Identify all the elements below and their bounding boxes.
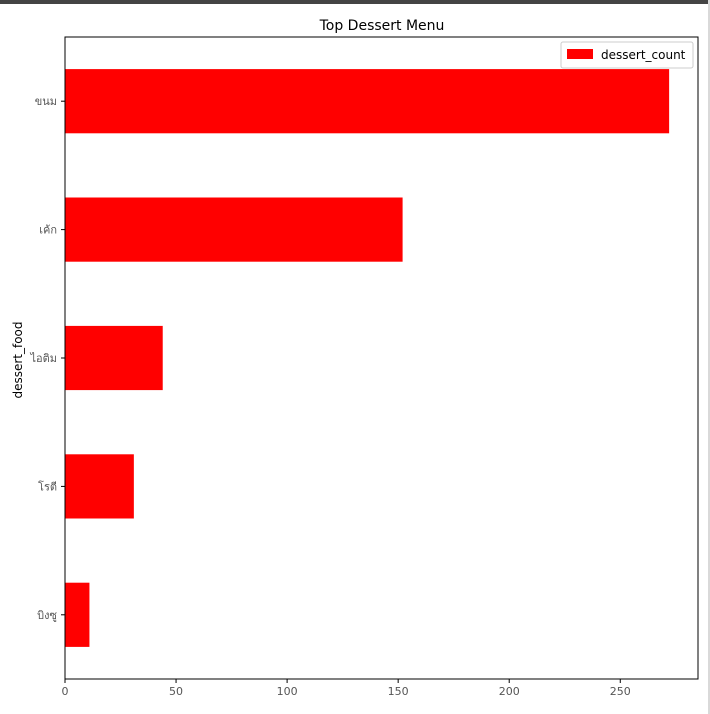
bar	[65, 325, 163, 391]
y-tick-label: เค้ก	[39, 224, 57, 237]
bar	[65, 582, 90, 647]
y-tick-label: ขนม	[35, 95, 57, 108]
legend-swatch	[567, 49, 593, 59]
x-tick-label: 100	[277, 685, 298, 698]
x-tick-label: 50	[169, 685, 183, 698]
window-right-border	[708, 0, 710, 714]
x-tick-label: 0	[62, 685, 69, 698]
x-tick-label: 200	[499, 685, 520, 698]
legend-frame	[560, 41, 694, 69]
chart-title: Top Dessert Menu	[319, 18, 445, 34]
x-tick-label: 150	[388, 685, 409, 698]
bar	[65, 197, 403, 262]
bar	[65, 69, 670, 134]
bar	[65, 454, 134, 519]
legend-label: dessert_count	[601, 48, 686, 62]
legend: dessert_count	[560, 41, 694, 69]
x-tick-label: 250	[610, 685, 631, 698]
y-tick-label: ไอติม	[29, 352, 57, 365]
window-top-border	[0, 0, 710, 4]
y-axis-label: dessert_food	[11, 321, 25, 398]
y-tick-label: บิงซู	[37, 609, 57, 622]
y-tick-label: โรตี	[38, 479, 57, 493]
